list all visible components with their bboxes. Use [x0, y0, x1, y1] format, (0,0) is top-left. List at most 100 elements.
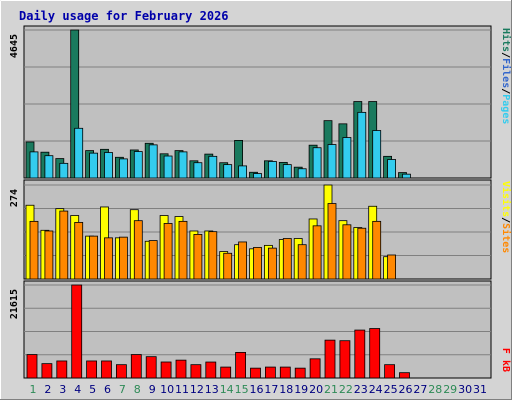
day-tick-label: 23 [354, 383, 368, 396]
bar-kbytes [384, 364, 396, 379]
bar-files [372, 130, 382, 179]
bar-files [104, 152, 113, 179]
bar-sites [208, 231, 218, 280]
bar-kbytes [354, 329, 366, 379]
bar-sites [74, 221, 84, 280]
bar-files [402, 173, 411, 179]
day-tick-label: 7 [119, 383, 126, 396]
legend-entry: Sites [500, 223, 512, 253]
bar-files [208, 155, 218, 179]
bar-files [223, 164, 233, 179]
bar-sites [193, 234, 203, 280]
bar-kbytes [26, 354, 38, 379]
bar-files [148, 144, 158, 179]
bar-kbytes [130, 354, 142, 379]
bar-files [253, 173, 262, 179]
bar-files [193, 162, 203, 179]
bar-kbytes [160, 361, 172, 379]
bar-kbytes [279, 366, 291, 379]
bar-files [387, 159, 397, 179]
bar-kbytes [205, 361, 217, 379]
bar-sites [119, 236, 128, 280]
bar-sites [178, 220, 188, 280]
day-tick-label: 14 [220, 383, 234, 396]
day-tick-label: 28 [428, 383, 442, 396]
legend-entry: Visits [500, 181, 512, 217]
bar-files [297, 168, 307, 179]
y-tick-label: 21615 [9, 289, 20, 319]
bar-sites [327, 203, 337, 280]
bar-kbytes [220, 366, 232, 379]
bar-kbytes [145, 356, 157, 379]
bar-kbytes [71, 284, 83, 379]
bar-files [119, 158, 128, 179]
bar-kbytes [175, 359, 187, 379]
day-tick-label: 25 [384, 383, 398, 396]
chart-title: Daily usage for February 2026 [19, 9, 229, 23]
bar-sites [312, 225, 322, 280]
bar-sites [148, 240, 158, 280]
day-tick-label: 10 [160, 383, 174, 396]
bar-sites [357, 227, 367, 280]
day-tick-label: 1 [30, 383, 37, 396]
bar-kbytes [309, 358, 321, 379]
bar-sites [104, 237, 113, 280]
bar-kbytes [324, 339, 336, 379]
day-tick-label: 30 [458, 383, 472, 396]
bar-sites [282, 238, 292, 280]
day-tick-label: 18 [279, 383, 293, 396]
bar-sites [267, 247, 277, 280]
bar-files [163, 155, 173, 179]
bar-kbytes [101, 360, 112, 379]
bar-files [342, 137, 352, 179]
bar-kbytes [116, 364, 127, 379]
bar-files [312, 147, 322, 179]
bar-sites [89, 235, 98, 280]
bar-sites [238, 241, 248, 280]
bar-files [59, 162, 69, 179]
day-tick-label: 6 [104, 383, 111, 396]
bar-sites [59, 210, 69, 280]
day-tick-label: 3 [59, 383, 66, 396]
day-labels: 1 2 3 4 5 6 7 8 9 10 11 12 13 14 15 16 17 18 19 20 21 22 23 24 2… [30, 383, 488, 396]
bar-sites [29, 220, 39, 280]
legend-entry: Pages [500, 94, 511, 124]
legend-entry: Files [500, 58, 512, 88]
series-legend: F kB [500, 348, 511, 372]
bar-sites [297, 244, 307, 280]
bar-kbytes [190, 364, 202, 379]
day-tick-label: 2 [44, 383, 51, 396]
bar-files [357, 111, 367, 179]
bar-files [282, 164, 292, 179]
day-tick-label: 16 [250, 383, 264, 396]
day-tick-label: 26 [399, 383, 413, 396]
day-tick-label: 4 [74, 383, 81, 396]
bar-kbytes [56, 360, 68, 379]
day-tick-label: 5 [89, 383, 96, 396]
bar-kbytes [294, 367, 306, 379]
bar-sites [163, 223, 173, 280]
bar-kbytes [339, 340, 351, 379]
day-tick-label: 31 [473, 383, 487, 396]
day-tick-label: 29 [443, 383, 457, 396]
day-tick-label: 12 [190, 383, 204, 396]
bar-files [89, 152, 98, 179]
day-tick-label: 17 [264, 383, 278, 396]
bar-files [44, 155, 54, 179]
day-tick-label: 19 [294, 383, 308, 396]
panel-sites-visits: 274 Visits/Sites [9, 179, 512, 280]
bar-files [29, 151, 39, 179]
panel-hits-files: 4645 Hits/Files/Pages [9, 25, 512, 179]
bar-kbytes [399, 372, 410, 379]
day-tick-label: 20 [309, 383, 323, 396]
bar-sites [223, 252, 233, 280]
panel-kbytes: 21615 F kB [9, 280, 511, 379]
y-tick-label: 274 [9, 189, 20, 207]
day-tick-label: 13 [205, 383, 219, 396]
bar-sites [133, 220, 143, 280]
bar-sites [372, 220, 382, 280]
legend-entry: Hits [500, 28, 512, 52]
day-tick-label: 15 [235, 383, 249, 396]
legend-separator: / [500, 88, 511, 94]
